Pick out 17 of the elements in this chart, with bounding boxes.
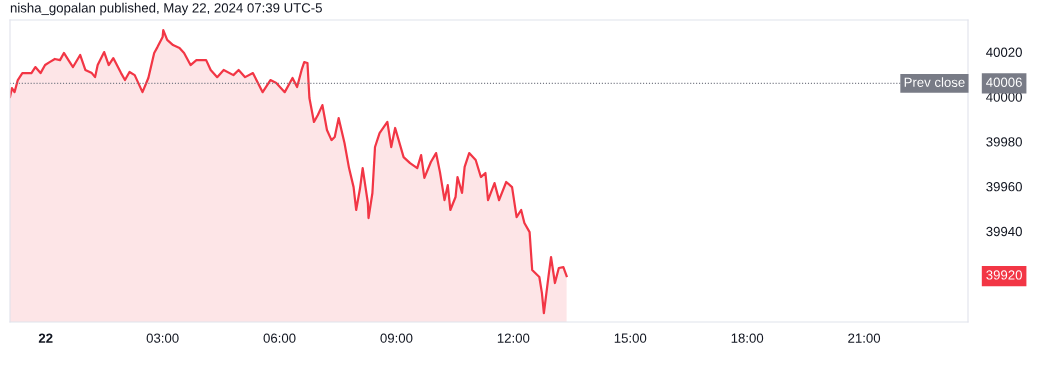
ref-line-label: Prev close xyxy=(904,77,965,87)
text: 39920 xyxy=(986,270,1022,280)
chart-title: nisha_gopalan published, May 22, 2024 07:39 UTC-5 xyxy=(10,2,322,16)
y-tick-label: 39980 xyxy=(986,137,1022,147)
x-tick-label: 18:00 xyxy=(731,333,764,343)
text: 40006 xyxy=(986,77,1022,87)
y-tick-label: 40020 xyxy=(986,47,1022,57)
y-tick-label: 39940 xyxy=(986,226,1022,237)
x-tick-label: 21:00 xyxy=(848,333,881,343)
x-tick-label: 03:00 xyxy=(146,333,179,343)
y-tick-label: 39960 xyxy=(986,182,1022,192)
x-tick-label: 15:00 xyxy=(614,333,647,343)
x-tick-label: 09:00 xyxy=(380,333,413,343)
x-tick-label: 12:00 xyxy=(497,333,530,343)
y-tick-label: 40000 xyxy=(986,92,1022,102)
x-tick-label: 06:00 xyxy=(263,333,296,343)
x-tick-label: 22 xyxy=(38,333,53,343)
